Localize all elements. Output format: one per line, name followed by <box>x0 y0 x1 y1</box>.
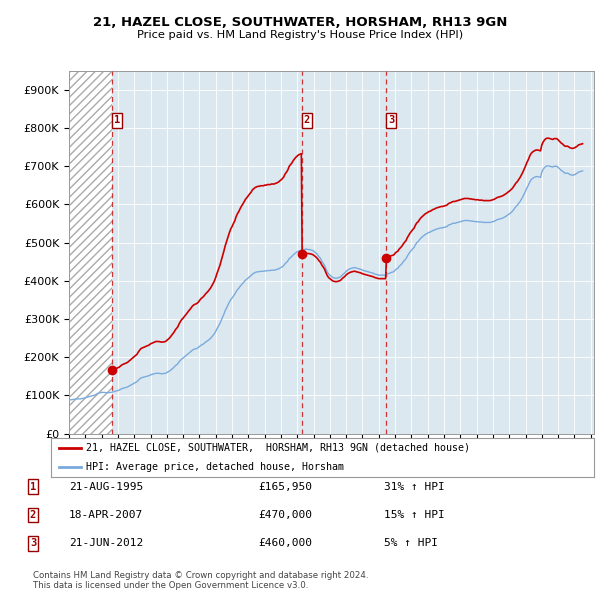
Text: 21-JUN-2012: 21-JUN-2012 <box>69 539 143 548</box>
21, HAZEL CLOSE, SOUTHWATER,  HORSHAM, RH13 9GN (detached house) <box>457 196 464 204</box>
Text: 18-APR-2007: 18-APR-2007 <box>69 510 143 520</box>
Text: Price paid vs. HM Land Registry's House Price Index (HPI): Price paid vs. HM Land Registry's House … <box>137 30 463 40</box>
Text: Contains HM Land Registry data © Crown copyright and database right 2024.: Contains HM Land Registry data © Crown c… <box>33 571 368 579</box>
HPI: Average price, detached house, Horsham: (2.01e+03, 4.78e+05): Average price, detached house, Horsham: … <box>295 248 302 255</box>
Line: HPI: Average price, detached house, Horsham: HPI: Average price, detached house, Hors… <box>69 166 583 400</box>
Text: 3: 3 <box>388 116 394 126</box>
Text: 2: 2 <box>304 116 310 126</box>
Text: 15% ↑ HPI: 15% ↑ HPI <box>384 510 445 520</box>
HPI: Average price, detached house, Horsham: (2.01e+03, 5.21e+05): Average price, detached house, Horsham: … <box>421 231 428 238</box>
Text: HPI: Average price, detached house, Horsham: HPI: Average price, detached house, Hors… <box>86 462 344 472</box>
HPI: Average price, detached house, Horsham: (2.02e+03, 5.4e+05): Average price, detached house, Horsham: … <box>440 224 448 231</box>
21, HAZEL CLOSE, SOUTHWATER,  HORSHAM, RH13 9GN (detached house) <box>499 192 506 199</box>
HPI: Average price, detached house, Horsham: (2.02e+03, 7.01e+05): Average price, detached house, Horsham: … <box>544 162 551 169</box>
Bar <box>69 71 112 434</box>
21, HAZEL CLOSE, SOUTHWATER,  HORSHAM, RH13 9GN (detached house) <box>313 254 320 261</box>
21, HAZEL CLOSE, SOUTHWATER,  HORSHAM, RH13 9GN (detached house) <box>109 366 116 373</box>
Text: £470,000: £470,000 <box>258 510 312 520</box>
HPI: Average price, detached house, Horsham: (2.02e+03, 6.92e+05): Average price, detached house, Horsham: … <box>539 166 547 173</box>
Text: 3: 3 <box>30 539 36 548</box>
Text: 21-AUG-1995: 21-AUG-1995 <box>69 482 143 491</box>
HPI: Average price, detached house, Horsham: (1.99e+03, 9.8e+04): Average price, detached house, Horsham: … <box>87 393 94 400</box>
21, HAZEL CLOSE, SOUTHWATER,  HORSHAM, RH13 9GN (detached house) <box>391 250 398 257</box>
Text: 21, HAZEL CLOSE, SOUTHWATER,  HORSHAM, RH13 9GN (detached house): 21, HAZEL CLOSE, SOUTHWATER, HORSHAM, RH… <box>86 442 470 453</box>
HPI: Average price, detached house, Horsham: (2e+03, 2.41e+05): Average price, detached house, Horsham: … <box>203 338 210 345</box>
Text: 2: 2 <box>30 510 36 520</box>
21, HAZEL CLOSE, SOUTHWATER,  HORSHAM, RH13 9GN (detached house) <box>579 140 586 148</box>
Text: 21, HAZEL CLOSE, SOUTHWATER, HORSHAM, RH13 9GN: 21, HAZEL CLOSE, SOUTHWATER, HORSHAM, RH… <box>93 16 507 29</box>
Text: 5% ↑ HPI: 5% ↑ HPI <box>384 539 438 548</box>
21, HAZEL CLOSE, SOUTHWATER,  HORSHAM, RH13 9GN (detached house) <box>380 275 388 282</box>
21, HAZEL CLOSE, SOUTHWATER,  HORSHAM, RH13 9GN (detached house) <box>544 135 551 142</box>
Text: 1: 1 <box>30 482 36 491</box>
HPI: Average price, detached house, Horsham: (1.99e+03, 8.8e+04): Average price, detached house, Horsham: … <box>65 396 73 404</box>
Line: 21, HAZEL CLOSE, SOUTHWATER,  HORSHAM, RH13 9GN (detached house): 21, HAZEL CLOSE, SOUTHWATER, HORSHAM, RH… <box>113 138 583 370</box>
Text: 1: 1 <box>113 116 120 126</box>
Text: This data is licensed under the Open Government Licence v3.0.: This data is licensed under the Open Gov… <box>33 581 308 589</box>
21, HAZEL CLOSE, SOUTHWATER,  HORSHAM, RH13 9GN (detached house) <box>405 232 412 239</box>
HPI: Average price, detached house, Horsham: (2.02e+03, 6.88e+05): Average price, detached house, Horsham: … <box>579 168 586 175</box>
Text: 31% ↑ HPI: 31% ↑ HPI <box>384 482 445 491</box>
Text: £165,950: £165,950 <box>258 482 312 491</box>
Text: £460,000: £460,000 <box>258 539 312 548</box>
